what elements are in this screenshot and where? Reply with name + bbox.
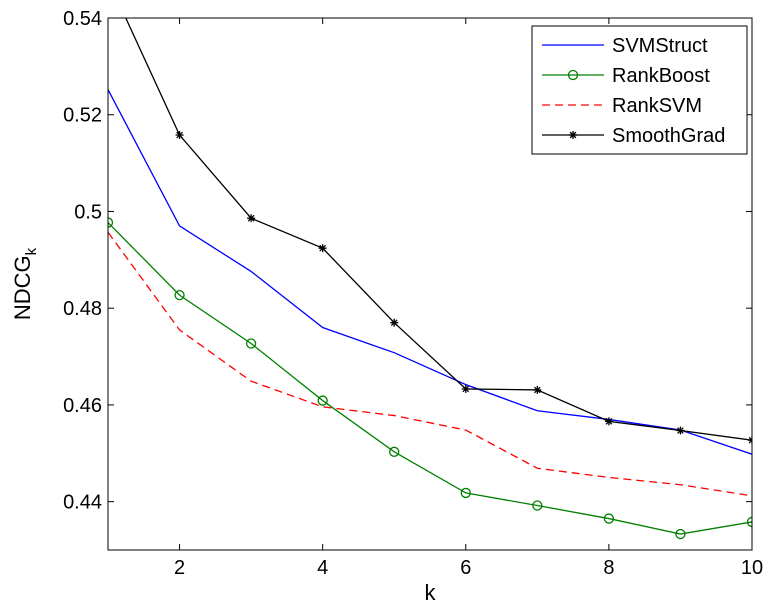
data-point-rankboost bbox=[389, 446, 400, 457]
series-line-ranksvm bbox=[108, 231, 752, 497]
data-point-smoothgrad bbox=[461, 384, 470, 393]
y-tick-label: 0.48 bbox=[63, 298, 102, 320]
legend-entry-svmstruct: SVMStruct bbox=[542, 35, 708, 57]
data-point-rankboost bbox=[746, 516, 752, 528]
plot-frame bbox=[107, 17, 753, 551]
data-point-smoothgrad bbox=[247, 214, 256, 223]
x-tick-label: 10 bbox=[741, 557, 763, 579]
data-point-rankboost bbox=[532, 500, 543, 511]
data-point-rankboost bbox=[603, 513, 615, 524]
data-point-smoothgrad bbox=[318, 244, 327, 253]
y-tick-label: 0.52 bbox=[63, 105, 102, 127]
x-tick-label: 8 bbox=[603, 557, 614, 579]
legend-label: RankBoost bbox=[612, 65, 710, 87]
legend-label: SmoothGrad bbox=[612, 125, 725, 147]
legend-label: RankSVM bbox=[612, 95, 702, 117]
x-tick-label: 6 bbox=[460, 557, 471, 579]
y-tick-label: 0.5 bbox=[74, 201, 102, 223]
data-point-smoothgrad bbox=[175, 131, 184, 140]
series-line-smoothgrad bbox=[125, 18, 752, 441]
y-tick-label: 0.44 bbox=[63, 492, 102, 514]
data-point-rankboost bbox=[675, 528, 686, 540]
data-point-rankboost bbox=[245, 338, 257, 349]
series-line-svmstruct bbox=[108, 89, 752, 455]
legend-entry-ranksvm: RankSVM bbox=[542, 95, 702, 117]
legend-box bbox=[531, 25, 748, 155]
x-axis-label: k bbox=[425, 580, 437, 605]
data-point-smoothgrad bbox=[748, 436, 752, 445]
y-tick-label: 0.54 bbox=[63, 8, 102, 30]
legend: SVMStruct RankBoost RankSVM SmoothGrad bbox=[531, 25, 748, 155]
data-point-smoothgrad bbox=[604, 417, 613, 426]
legend-marker bbox=[569, 131, 577, 139]
series-line-rankboost bbox=[108, 222, 752, 535]
data-point-rankboost bbox=[460, 487, 471, 499]
y-tick-label: 0.46 bbox=[63, 395, 102, 417]
data-point-smoothgrad bbox=[533, 385, 542, 394]
x-tick-label: 2 bbox=[174, 557, 185, 579]
data-point-rankboost bbox=[317, 395, 328, 406]
legend-marker bbox=[567, 69, 579, 81]
data-point-rankboost bbox=[108, 217, 114, 228]
legend-entry-smoothgrad: SmoothGrad bbox=[542, 125, 725, 147]
y-axis-label: NDCGk bbox=[10, 247, 40, 320]
x-tick-label: 4 bbox=[317, 557, 328, 579]
legend-label: SVMStruct bbox=[612, 35, 708, 57]
legend-entry-rankboost: RankBoost bbox=[542, 65, 710, 87]
y-axis-label-main: NDCG bbox=[10, 255, 35, 320]
data-point-smoothgrad bbox=[390, 318, 399, 327]
data-point-rankboost bbox=[174, 289, 185, 301]
data-point-smoothgrad bbox=[676, 426, 685, 435]
y-axis-label-subscript: k bbox=[23, 247, 40, 255]
